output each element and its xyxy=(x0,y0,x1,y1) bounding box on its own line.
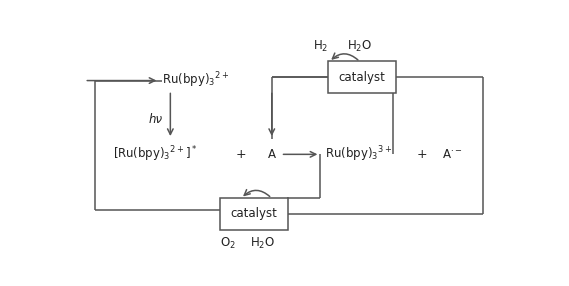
Text: catalyst: catalyst xyxy=(230,207,278,220)
Text: Ru(bpy)$_3$$^{2+}$: Ru(bpy)$_3$$^{2+}$ xyxy=(162,71,229,90)
Text: [Ru(bpy)$_3$$^{2+}$]$^*$: [Ru(bpy)$_3$$^{2+}$]$^*$ xyxy=(113,144,197,164)
Text: +: + xyxy=(236,148,246,161)
Text: A: A xyxy=(268,148,276,161)
Text: Ru(bpy)$_3$$^{3+}$: Ru(bpy)$_3$$^{3+}$ xyxy=(325,144,392,164)
Text: +: + xyxy=(417,148,427,161)
Text: H$_2$O: H$_2$O xyxy=(348,39,373,54)
FancyBboxPatch shape xyxy=(328,61,397,93)
Text: A$^{\cdot-}$: A$^{\cdot-}$ xyxy=(442,148,463,161)
Text: H$_2$O: H$_2$O xyxy=(250,236,275,251)
Text: catalyst: catalyst xyxy=(339,71,386,84)
FancyBboxPatch shape xyxy=(220,198,288,230)
Text: hν: hν xyxy=(149,113,162,126)
Text: H$_2$: H$_2$ xyxy=(312,39,328,54)
Text: O$_2$: O$_2$ xyxy=(220,236,236,251)
